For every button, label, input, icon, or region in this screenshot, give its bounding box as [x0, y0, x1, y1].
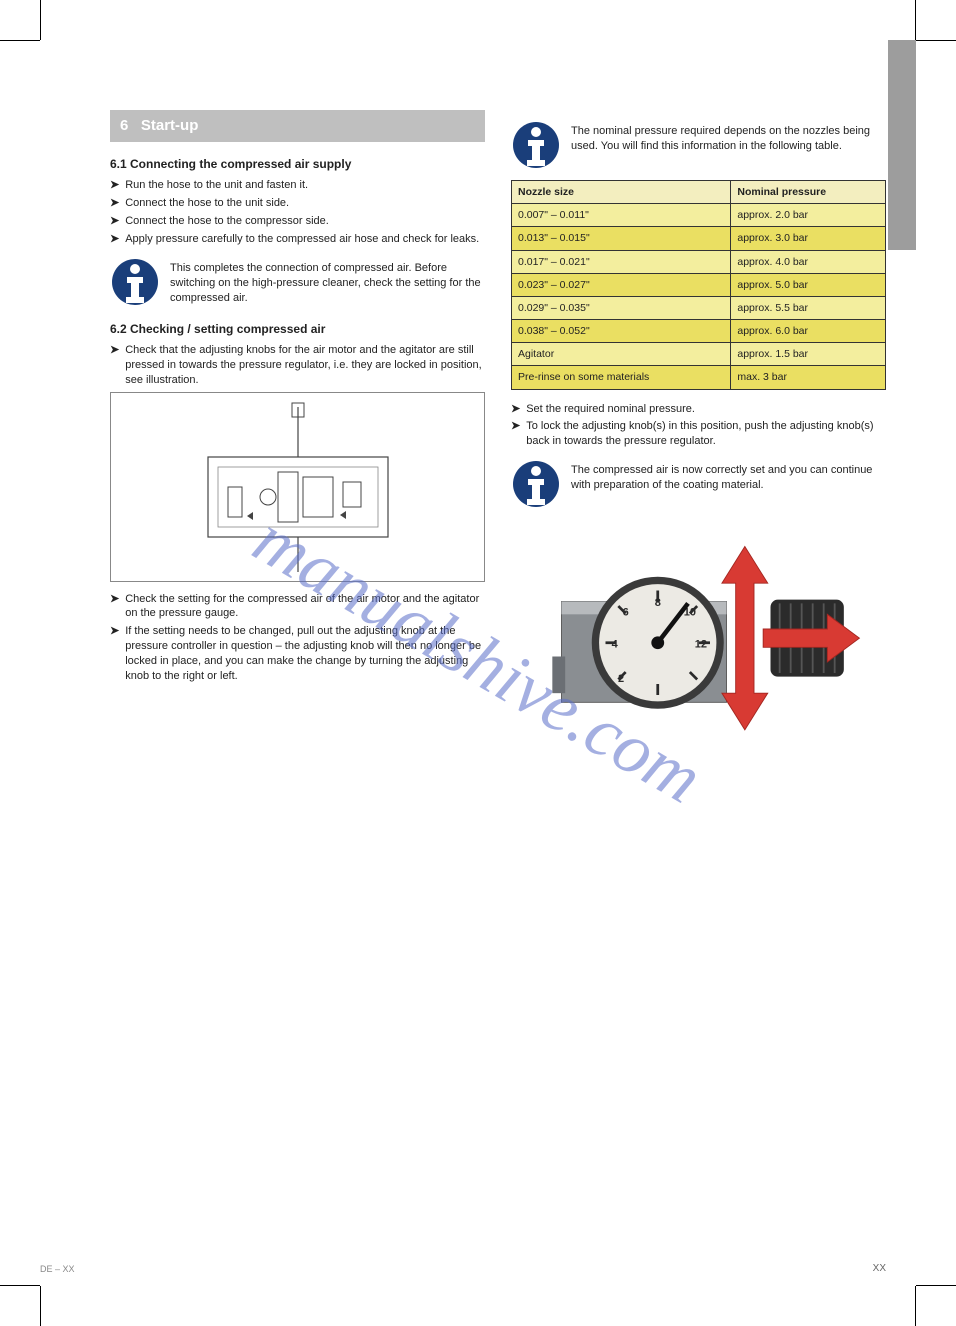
arrow-icon: ➤: [110, 214, 119, 229]
table-row: 0.038" – 0.052"approx. 6.0 bar: [512, 320, 886, 343]
table-row: Agitatorapprox. 1.5 bar: [512, 343, 886, 366]
table-row: 0.013" – 0.015"approx. 3.0 bar: [512, 227, 886, 250]
step-item: ➤Check the setting for the compressed ai…: [110, 592, 485, 622]
footer-left: DE – XX: [40, 1264, 75, 1274]
footer-page-number: XX: [873, 1263, 886, 1274]
table-row: Pre-rinse on some materialsmax. 3 bar: [512, 366, 886, 389]
table-cell: 0.023" – 0.027": [512, 273, 731, 296]
crop-mark: [40, 1286, 41, 1326]
table-cell: 0.013" – 0.015": [512, 227, 731, 250]
step-text: Check that the adjusting knobs for the a…: [125, 343, 485, 388]
step-item: ➤To lock the adjusting knob(s) in this p…: [511, 419, 886, 449]
info-icon: [511, 120, 561, 170]
table-cell: 0.029" – 0.035": [512, 296, 731, 319]
table-cell: approx. 1.5 bar: [731, 343, 886, 366]
step-item: ➤ Connect the hose to the unit side.: [110, 196, 485, 211]
figure-diagram: [110, 392, 485, 582]
arrow-icon: ➤: [110, 232, 119, 247]
step-text: Check the setting for the compressed air…: [125, 592, 485, 622]
step-item: ➤ Set the required nominal pressure.: [511, 402, 886, 417]
section-number: 6: [120, 117, 128, 134]
table-cell: 0.007" – 0.011": [512, 204, 731, 227]
table-row: 0.029" – 0.035"approx. 5.5 bar: [512, 296, 886, 319]
arrow-icon: ➤: [511, 419, 520, 449]
crop-mark: [916, 40, 956, 41]
table-cell: Pre-rinse on some materials: [512, 366, 731, 389]
step-item: ➤ Run the hose to the unit and fasten it.: [110, 178, 485, 193]
table-cell: approx. 6.0 bar: [731, 320, 886, 343]
table-cell: 0.038" – 0.052": [512, 320, 731, 343]
step-text: Apply pressure carefully to the compress…: [125, 232, 485, 247]
table-cell: approx. 5.5 bar: [731, 296, 886, 319]
table-cell: 0.017" – 0.021": [512, 250, 731, 273]
step-text: Set the required nominal pressure.: [526, 402, 886, 417]
svg-text:12: 12: [694, 638, 706, 650]
column-left: 6 Start-up 6.1 Connecting the compressed…: [110, 110, 485, 739]
table-cell: approx. 5.0 bar: [731, 273, 886, 296]
info-icon: [110, 257, 160, 307]
arrow-icon: ➤: [110, 592, 119, 622]
arrow-icon: ➤: [110, 178, 119, 193]
step-item: ➤Check that the adjusting knobs for the …: [110, 343, 485, 388]
info-bold: This completes the connection of compres…: [170, 262, 412, 274]
table-header: Nozzle size: [512, 181, 731, 204]
step-item: ➤If the setting needs to be changed, pul…: [110, 624, 485, 683]
step-text: Connect the hose to the unit side.: [125, 196, 485, 211]
subsection-title: 6.1 Connecting the compressed air supply: [110, 156, 485, 172]
step-text: To lock the adjusting knob(s) in this po…: [526, 419, 886, 449]
section-header: 6 Start-up: [110, 110, 485, 142]
table-cell: max. 3 bar: [731, 366, 886, 389]
step-text: Connect the hose to the compressor side.: [125, 214, 485, 229]
info-text: The nominal pressure required depends on…: [571, 120, 886, 154]
column-right: The nominal pressure required depends on…: [511, 110, 886, 739]
step-item: ➤ Connect the hose to the compressor side…: [110, 214, 485, 229]
table-cell: approx. 2.0 bar: [731, 204, 886, 227]
figure-gauge: 2 4 6 8 10 12: [511, 519, 886, 739]
svg-text:8: 8: [654, 597, 660, 609]
info-callout: The nominal pressure required depends on…: [511, 120, 886, 170]
info-icon: [511, 459, 561, 509]
table-cell: approx. 3.0 bar: [731, 227, 886, 250]
info-text: The compressed air is now correctly set …: [571, 459, 886, 493]
table-cell: approx. 4.0 bar: [731, 250, 886, 273]
table-cell: Agitator: [512, 343, 731, 366]
step-item: ➤ Apply pressure carefully to the compres…: [110, 232, 485, 247]
table-row: 0.023" – 0.027"approx. 5.0 bar: [512, 273, 886, 296]
table-header: Nominal pressure: [731, 181, 886, 204]
crop-mark: [40, 0, 41, 40]
section-title: Start-up: [141, 117, 199, 134]
arrow-icon: ➤: [110, 624, 119, 683]
info-callout: This completes the connection of compres…: [110, 257, 485, 307]
crop-mark: [0, 40, 40, 41]
crop-mark: [0, 1285, 40, 1286]
info-text: This completes the connection of compres…: [170, 257, 485, 306]
subsection-title: 6.2 Checking / setting compressed air: [110, 321, 485, 337]
arrow-icon: ➤: [511, 402, 520, 417]
crop-mark: [915, 1286, 916, 1326]
step-text: Run the hose to the unit and fasten it.: [125, 178, 485, 193]
nozzle-pressure-table: Nozzle size Nominal pressure 0.007" – 0.…: [511, 180, 886, 390]
arrow-icon: ➤: [110, 196, 119, 211]
table-row: 0.017" – 0.021"approx. 4.0 bar: [512, 250, 886, 273]
svg-text:6: 6: [622, 606, 628, 618]
table-row: 0.007" – 0.011"approx. 2.0 bar: [512, 204, 886, 227]
arrow-icon: ➤: [110, 343, 119, 388]
crop-mark: [916, 1285, 956, 1286]
svg-text:2: 2: [618, 673, 624, 685]
step-text: If the setting needs to be changed, pull…: [125, 624, 485, 683]
crop-mark: [915, 0, 916, 40]
page-content: 6 Start-up 6.1 Connecting the compressed…: [40, 40, 916, 1286]
svg-text:4: 4: [611, 638, 618, 650]
info-callout: The compressed air is now correctly set …: [511, 459, 886, 509]
